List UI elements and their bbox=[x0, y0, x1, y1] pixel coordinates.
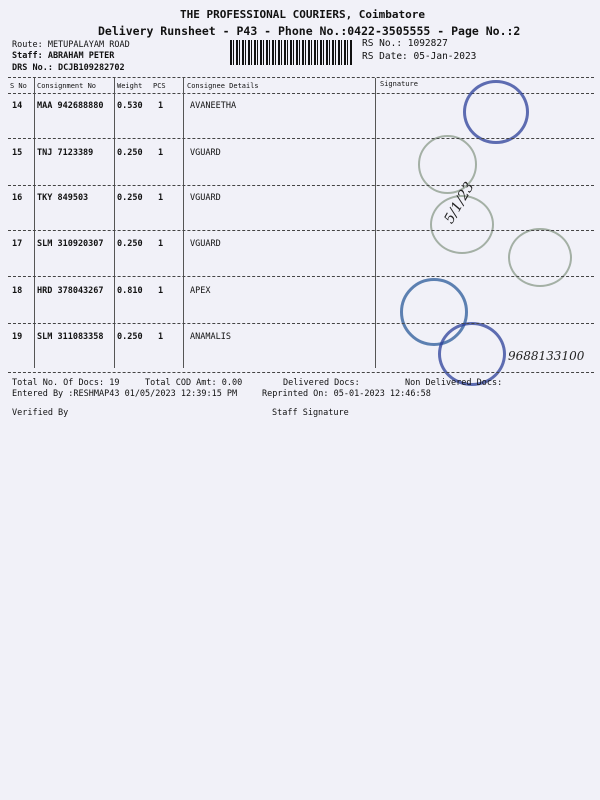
weight: 0.250 bbox=[117, 193, 143, 203]
delivered-docs: Delivered Docs: bbox=[283, 378, 360, 388]
rs-no: RS No.: 1092827 bbox=[362, 38, 448, 49]
weight: 0.810 bbox=[117, 286, 143, 296]
weight: 0.250 bbox=[117, 332, 143, 342]
staff-signature: Staff Signature bbox=[272, 408, 349, 418]
weight: 0.250 bbox=[117, 239, 143, 249]
sno: 15 bbox=[12, 148, 23, 158]
consignment-no: SLM 310920307 bbox=[37, 239, 104, 249]
consignee: APEX bbox=[190, 286, 211, 296]
route: Route: METUPALAYAM ROAD bbox=[12, 40, 130, 50]
sno: 18 bbox=[12, 286, 23, 296]
col-weight: Weight bbox=[117, 82, 143, 90]
row-divider bbox=[8, 323, 594, 324]
row-divider bbox=[8, 230, 594, 231]
weight: 0.530 bbox=[117, 101, 143, 111]
consignee: AVANEETHA bbox=[190, 101, 237, 111]
rs-date: RS Date: 05-Jan-2023 bbox=[362, 51, 477, 62]
consignment-no: TKY 849503 bbox=[37, 193, 89, 203]
stamp-apex bbox=[400, 278, 468, 346]
drs-no: DRS No.: DCJB109282702 bbox=[12, 63, 125, 73]
stamp-avaneetha bbox=[463, 80, 529, 144]
col-consignee: Consignee Details bbox=[187, 82, 259, 90]
row-divider bbox=[8, 276, 594, 277]
consignee: ANAMALIS bbox=[190, 332, 231, 342]
runsheet-title: Delivery Runsheet - P43 - Phone No.:0422… bbox=[98, 24, 521, 38]
pcs: 1 bbox=[158, 148, 164, 158]
consignment-no: SLM 311083358 bbox=[37, 332, 104, 342]
handwritten-phone: 9688133100 bbox=[508, 349, 585, 363]
stamp-anamalais bbox=[438, 322, 506, 386]
company-name: THE PROFESSIONAL COURIERS, Coimbatore bbox=[180, 8, 426, 21]
row-divider bbox=[8, 185, 594, 186]
barcode bbox=[230, 40, 352, 65]
consignee: VGUARD bbox=[190, 148, 221, 158]
consignment-no: MAA 942688880 bbox=[37, 101, 104, 111]
weight: 0.250 bbox=[117, 148, 143, 158]
non-delivered-docs: Non Delivered Docs: bbox=[405, 378, 503, 388]
consignee: VGUARD bbox=[190, 239, 221, 249]
entered-by: Entered By :RESHMAP43 01/05/2023 12:39:1… bbox=[12, 389, 238, 399]
verified-by: Verified By bbox=[12, 408, 69, 418]
pcs: 1 bbox=[158, 101, 164, 111]
sno: 19 bbox=[12, 332, 23, 342]
pcs: 1 bbox=[158, 239, 164, 249]
sno: 14 bbox=[12, 101, 23, 111]
consignment-no: HRD 378043267 bbox=[37, 286, 104, 296]
consignee: VGUARD bbox=[190, 193, 221, 203]
row-divider bbox=[8, 138, 594, 139]
staff: Staff: ABRAHAM PETER bbox=[12, 51, 115, 61]
sno: 16 bbox=[12, 193, 23, 203]
col-signature: Signature bbox=[380, 80, 418, 88]
col-sno: S No bbox=[10, 82, 27, 90]
pcs: 1 bbox=[158, 286, 164, 296]
col-pcs: PCS bbox=[153, 82, 166, 90]
reprinted-on: Reprinted On: 05-01-2023 12:46:58 bbox=[262, 389, 431, 399]
total-docs: Total No. Of Docs: 19 bbox=[12, 378, 120, 388]
stamp-faded bbox=[508, 228, 572, 287]
stamp-faded bbox=[430, 195, 494, 254]
pcs: 1 bbox=[158, 332, 164, 342]
sno: 17 bbox=[12, 239, 23, 249]
stamp-faded bbox=[418, 135, 477, 194]
col-consignment: Consignment No bbox=[37, 82, 97, 90]
pcs: 1 bbox=[158, 193, 164, 203]
consignment-no: TNJ 7123389 bbox=[37, 148, 94, 158]
total-cod: Total COD Amt: 0.00 bbox=[145, 378, 243, 388]
